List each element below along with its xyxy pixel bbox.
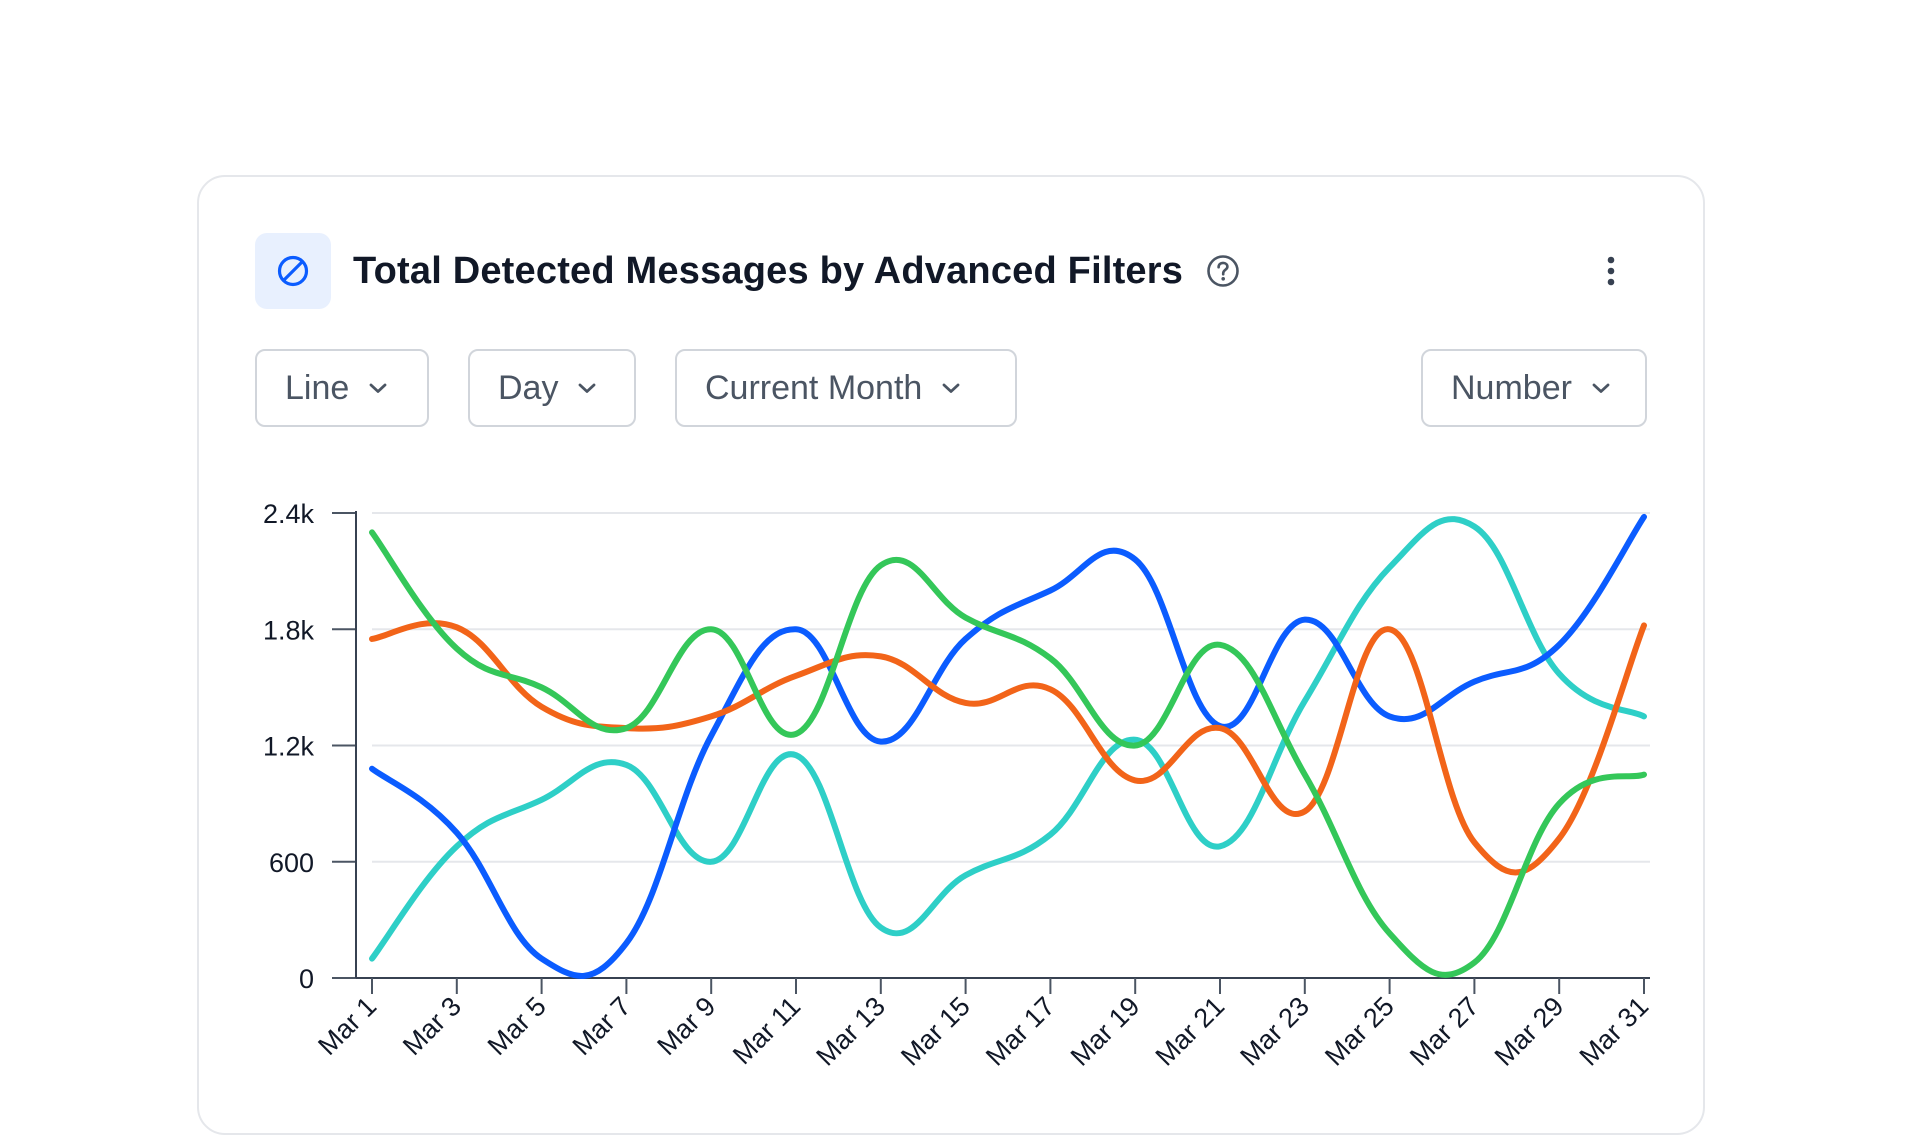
help-circle-icon[interactable] [1205,253,1241,289]
y-tick-label: 1.8k [263,615,315,645]
x-tick-label: Mar 25 [1319,991,1400,1072]
x-tick-label: Mar 1 [312,991,382,1061]
series-lines [369,513,1647,979]
chevron-down-icon [1590,381,1612,395]
x-tick-label: Mar 31 [1574,991,1655,1072]
x-tick-label: Mar 21 [1150,991,1231,1072]
y-tick-label: 600 [269,848,314,878]
series-line-0 [369,513,1647,979]
y-tick-label: 2.4k [263,499,315,529]
block-icon [255,233,331,309]
x-tick-label: Mar 19 [1065,991,1146,1072]
series-line-1 [369,620,1647,876]
interval-label: Day [498,368,559,407]
chart-card: Total Detected Messages by Advanced Filt… [197,175,1705,1135]
card-header: Total Detected Messages by Advanced Filt… [255,233,1647,309]
chart-type-label: Line [285,368,350,407]
period-label: Current Month [705,368,923,407]
more-vertical-icon[interactable] [1591,251,1631,291]
series-line-3 [369,516,1647,962]
x-tick-label: Mar 11 [727,991,806,1070]
x-tick-label: Mar 15 [895,991,976,1072]
x-tick-label: Mar 7 [567,991,637,1061]
x-tick-label: Mar 29 [1489,991,1570,1072]
x-tick-label: Mar 13 [810,991,891,1072]
x-tick-label: Mar 27 [1404,991,1485,1072]
chart-type-dropdown[interactable]: Line [255,349,429,427]
chart-controls: Line Day Current Month Number [255,349,1647,429]
x-tick-label: Mar 23 [1234,991,1315,1072]
metric-dropdown[interactable]: Number [1421,349,1647,427]
series-line-2 [369,529,1647,978]
chevron-down-icon [940,381,962,395]
period-dropdown[interactable]: Current Month [675,349,1017,427]
metric-label: Number [1451,368,1572,407]
x-tick-label: Mar 3 [397,991,467,1061]
chevron-down-icon [576,381,598,395]
x-tick-label: Mar 5 [482,991,552,1061]
y-tick-label: 0 [299,964,314,994]
card-title: Total Detected Messages by Advanced Filt… [353,249,1184,292]
interval-dropdown[interactable]: Day [468,349,636,427]
x-tick-label: Mar 17 [980,991,1061,1072]
x-tick-label: Mar 9 [651,991,721,1061]
chevron-down-icon [367,381,389,395]
y-tick-label: 1.2k [263,732,315,762]
